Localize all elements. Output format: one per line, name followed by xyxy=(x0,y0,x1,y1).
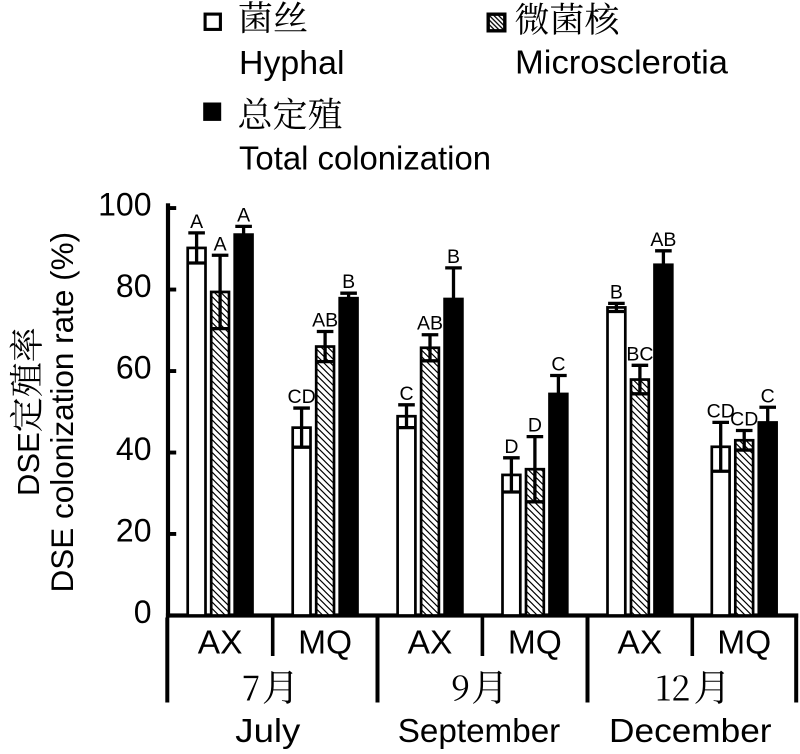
svg-text:A: A xyxy=(214,233,227,255)
svg-text:AB: AB xyxy=(312,310,338,332)
svg-text:December: December xyxy=(609,712,772,749)
svg-text:AB: AB xyxy=(650,229,676,251)
svg-text:80: 80 xyxy=(116,268,152,304)
svg-text:AX: AX xyxy=(198,625,243,662)
svg-text:D: D xyxy=(504,436,518,458)
svg-text:July: July xyxy=(235,712,301,749)
svg-text:AB: AB xyxy=(417,313,443,335)
svg-text:Hyphal: Hyphal xyxy=(239,44,345,81)
svg-text:A: A xyxy=(190,211,203,233)
svg-text:AX: AX xyxy=(408,625,453,662)
svg-text:C: C xyxy=(399,383,413,405)
svg-text:DSE colonization rate (%): DSE colonization rate (%) xyxy=(44,232,80,593)
svg-text:September: September xyxy=(398,712,561,749)
svg-text:MQ: MQ xyxy=(717,625,771,662)
svg-text:100: 100 xyxy=(98,186,151,222)
svg-text:D: D xyxy=(528,415,542,437)
svg-text:B: B xyxy=(342,271,355,293)
svg-text:0: 0 xyxy=(134,594,152,630)
svg-text:CD: CD xyxy=(288,386,316,408)
svg-text:MQ: MQ xyxy=(298,625,352,662)
svg-text:40: 40 xyxy=(116,431,152,467)
svg-text:MQ: MQ xyxy=(508,625,562,662)
svg-text:AX: AX xyxy=(618,625,663,662)
svg-text:Total colonization: Total colonization xyxy=(239,140,491,177)
svg-text:BC: BC xyxy=(626,343,653,365)
svg-text:A: A xyxy=(237,204,250,226)
svg-text:C: C xyxy=(761,385,775,407)
svg-text:20: 20 xyxy=(116,512,152,548)
svg-text:Microsclerotia: Microsclerotia xyxy=(515,44,729,81)
svg-text:B: B xyxy=(610,281,623,303)
svg-text:60: 60 xyxy=(116,349,152,385)
svg-text:DSE: DSE xyxy=(11,432,46,496)
svg-text:B: B xyxy=(447,246,460,268)
svg-text:CD: CD xyxy=(730,409,758,431)
svg-text:C: C xyxy=(551,354,565,376)
svg-text:CD: CD xyxy=(707,400,735,422)
